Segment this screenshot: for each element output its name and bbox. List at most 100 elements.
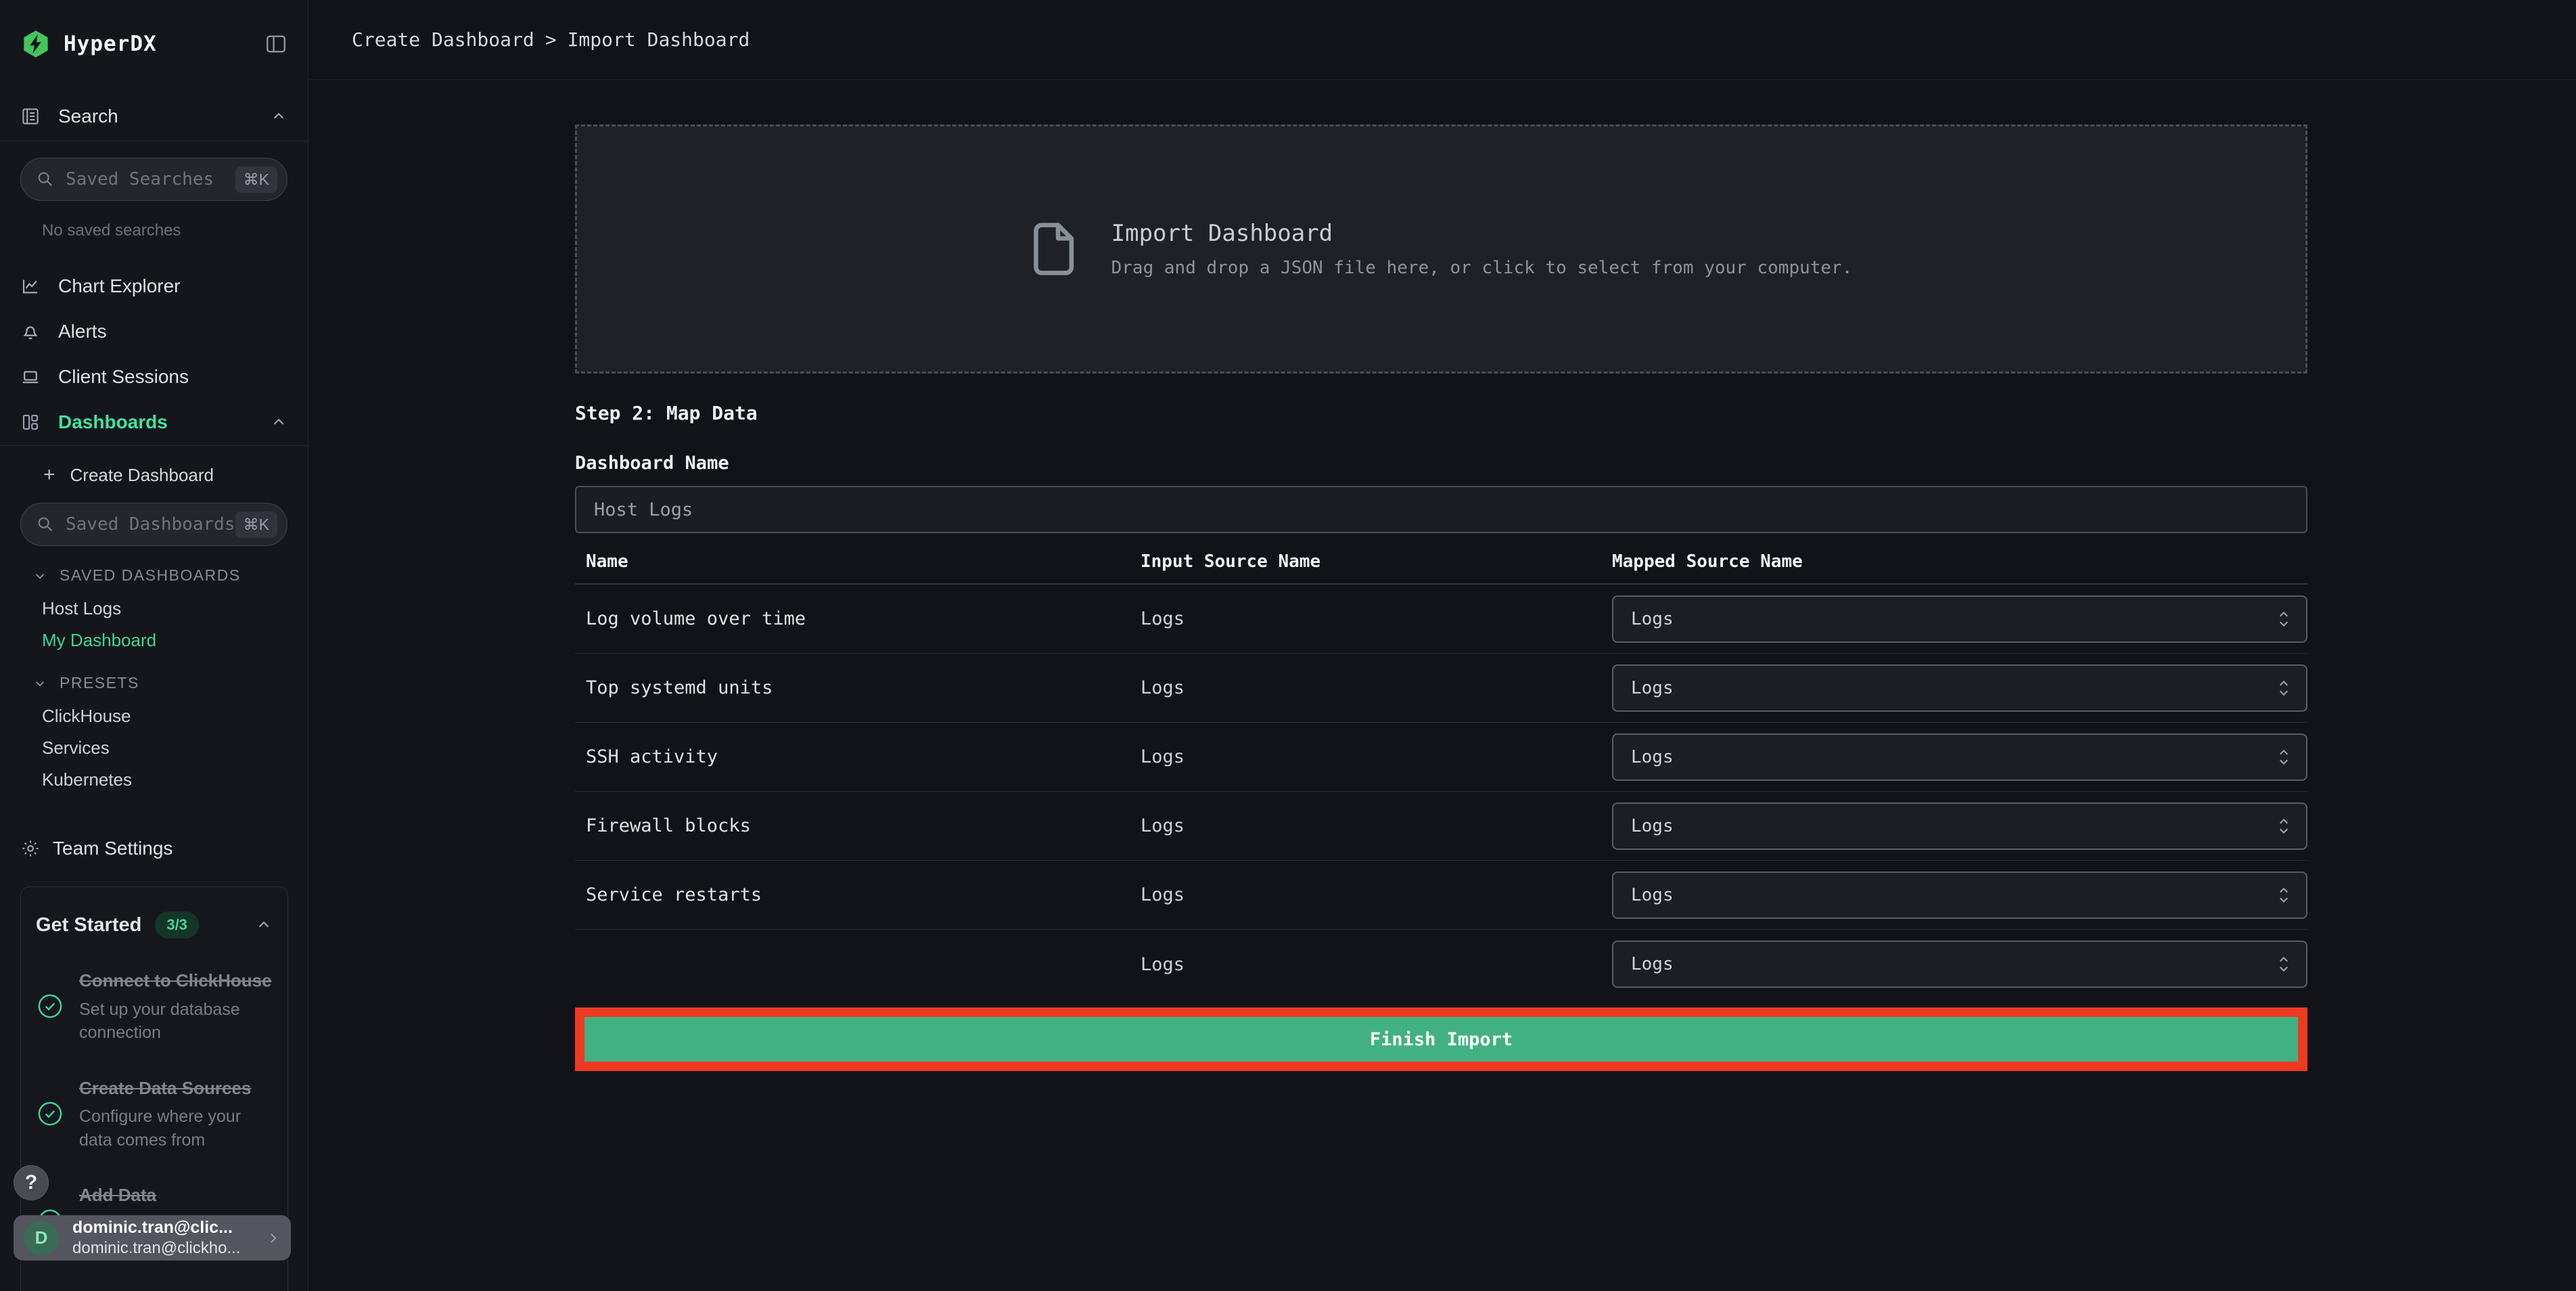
- get-started-item[interactable]: Connect to ClickHouse Set up your databa…: [36, 968, 273, 1045]
- presets-section-header[interactable]: PRESETS: [32, 674, 308, 692]
- mapped-source-select[interactable]: Logs: [1612, 664, 2307, 712]
- sidebar-item-host-logs[interactable]: Host Logs: [42, 598, 122, 618]
- row-input-source: Logs: [1141, 815, 1185, 836]
- import-content: Import Dashboard Drag and drop a JSON fi…: [575, 80, 2307, 1071]
- table-row: Top systemd units Logs Logs: [575, 654, 2307, 723]
- select-chevrons-icon: [2275, 746, 2293, 768]
- sidebar-item-kubernetes[interactable]: Kubernetes: [42, 769, 132, 790]
- mapped-source-select[interactable]: Logs: [1612, 733, 2307, 781]
- sidebar-item-clickhouse[interactable]: ClickHouse: [42, 706, 131, 726]
- search-icon: [36, 170, 55, 189]
- saved-searches-search[interactable]: ⌘K: [20, 158, 288, 201]
- column-header-name: Name: [586, 551, 628, 572]
- row-input-source: Logs: [1141, 677, 1185, 698]
- kbd-shortcut-badge: ⌘K: [235, 511, 277, 538]
- chevron-up-icon[interactable]: [255, 916, 273, 934]
- finish-import-button[interactable]: Finish Import: [584, 1017, 2298, 1062]
- search-icon: [36, 515, 55, 534]
- dashboard-name-input[interactable]: [575, 486, 2307, 533]
- table-row: Logs Logs: [575, 930, 2307, 999]
- chevron-right-icon: [265, 1230, 281, 1246]
- sidebar-item-services[interactable]: Services: [42, 738, 110, 758]
- saved-dashboards-search[interactable]: ⌘K: [20, 503, 288, 546]
- divider: [0, 445, 308, 446]
- laptop-icon: [20, 367, 41, 387]
- table-row: SSH activity Logs Logs: [575, 723, 2307, 792]
- check-circle-icon: [36, 992, 64, 1020]
- saved-dashboards-input[interactable]: [66, 514, 235, 535]
- saved-dashboards-section-header[interactable]: SAVED DASHBOARDS: [32, 566, 308, 585]
- table-row: Firewall blocks Logs Logs: [575, 792, 2307, 861]
- chevron-down-icon: [32, 568, 47, 583]
- mapped-source-select[interactable]: Logs: [1612, 802, 2307, 850]
- saved-searches-input[interactable]: [66, 169, 235, 189]
- row-input-source: Logs: [1141, 953, 1185, 975]
- breadcrumb: Create Dashboard > Import Dashboard: [352, 28, 750, 51]
- get-started-complete-message: 🎉 Great job! You're all set up: [49, 1288, 266, 1291]
- sidebar-item-alerts[interactable]: Alerts: [0, 318, 308, 345]
- mapping-table: Name Input Source Name Mapped Source Nam…: [575, 540, 2307, 999]
- sidebar-item-search[interactable]: Search: [0, 103, 308, 130]
- column-header-input-source: Input Source Name: [1141, 551, 1321, 572]
- sidebar-item-dashboards[interactable]: Dashboards: [0, 409, 308, 436]
- sidebar-item-label: Team Settings: [53, 838, 173, 859]
- get-started-item-desc: Set up your database connection: [79, 999, 240, 1043]
- sidebar-item-client-sessions[interactable]: Client Sessions: [0, 363, 308, 390]
- file-dropzone[interactable]: Import Dashboard Drag and drop a JSON fi…: [575, 124, 2307, 373]
- selected-value: Logs: [1631, 954, 1674, 974]
- section-heading: PRESETS: [60, 674, 139, 692]
- row-input-source: Logs: [1141, 746, 1185, 767]
- no-saved-searches-text: No saved searches: [42, 221, 181, 240]
- search-section-icon: [20, 106, 41, 127]
- breadcrumb-create-dashboard[interactable]: Create Dashboard: [352, 28, 534, 51]
- sidebar-collapse-icon[interactable]: [264, 32, 288, 55]
- selected-value: Logs: [1631, 608, 1674, 629]
- user-email: dominic.tran@clickho...: [72, 1239, 241, 1257]
- selected-value: Logs: [1631, 746, 1674, 767]
- sidebar-item-chart-explorer[interactable]: Chart Explorer: [0, 273, 308, 300]
- help-button[interactable]: ?: [14, 1165, 49, 1200]
- user-menu[interactable]: D dominic.tran@clic... dominic.tran@clic…: [14, 1215, 291, 1261]
- get-started-title: Get Started: [36, 913, 142, 936]
- mapped-source-select[interactable]: Logs: [1612, 595, 2307, 643]
- selected-value: Logs: [1631, 815, 1674, 836]
- row-name: Top systemd units: [586, 677, 773, 698]
- dropzone-subtitle: Drag and drop a JSON file here, or click…: [1111, 258, 1853, 278]
- chevron-up-icon: [270, 108, 288, 125]
- sidebar-item-label: Client Sessions: [58, 366, 189, 387]
- sidebar-item-label: Search: [58, 106, 118, 127]
- chart-explorer-icon: [20, 276, 41, 296]
- create-dashboard-button[interactable]: + Create Dashboard: [43, 463, 288, 486]
- get-started-item[interactable]: Create Data Sources Configure where your…: [36, 1076, 273, 1152]
- dropzone-title: Import Dashboard: [1111, 220, 1333, 247]
- breadcrumb-separator: >: [545, 28, 557, 51]
- bell-icon: [20, 321, 41, 342]
- check-circle-icon: [36, 1100, 64, 1128]
- gear-icon: [20, 838, 41, 859]
- select-chevrons-icon: [2275, 815, 2293, 837]
- sidebar-item-label: Chart Explorer: [58, 275, 181, 296]
- user-name: dominic.tran@clic...: [72, 1218, 233, 1237]
- select-chevrons-icon: [2275, 953, 2293, 975]
- sidebar-item-team-settings[interactable]: Team Settings: [20, 838, 288, 859]
- kbd-shortcut-badge: ⌘K: [235, 166, 277, 193]
- column-header-mapped-source: Mapped Source Name: [1612, 551, 1803, 572]
- app-title: HyperDX: [64, 32, 157, 56]
- sidebar-item-my-dashboard[interactable]: My Dashboard: [42, 630, 157, 650]
- mapped-source-select[interactable]: Logs: [1612, 871, 2307, 919]
- sidebar: HyperDX Search ⌘K No saved searches: [0, 0, 308, 1291]
- plus-icon: +: [43, 463, 55, 486]
- dashboards-grid-icon: [20, 412, 41, 432]
- step-title: Step 2: Map Data: [575, 402, 758, 424]
- select-chevrons-icon: [2275, 608, 2293, 630]
- selected-value: Logs: [1631, 677, 1674, 698]
- sidebar-item-label: Alerts: [58, 321, 107, 342]
- annotation-highlight-box: Finish Import: [575, 1007, 2307, 1071]
- mapped-source-select[interactable]: Logs: [1612, 941, 2307, 988]
- page-header: Create Dashboard > Import Dashboard: [309, 0, 2576, 80]
- table-header-row: Name Input Source Name Mapped Source Nam…: [575, 540, 2307, 585]
- breadcrumb-import-dashboard[interactable]: Import Dashboard: [567, 28, 750, 51]
- chevron-down-icon: [32, 676, 47, 691]
- get-started-item-desc: Configure where your data comes from: [79, 1107, 242, 1150]
